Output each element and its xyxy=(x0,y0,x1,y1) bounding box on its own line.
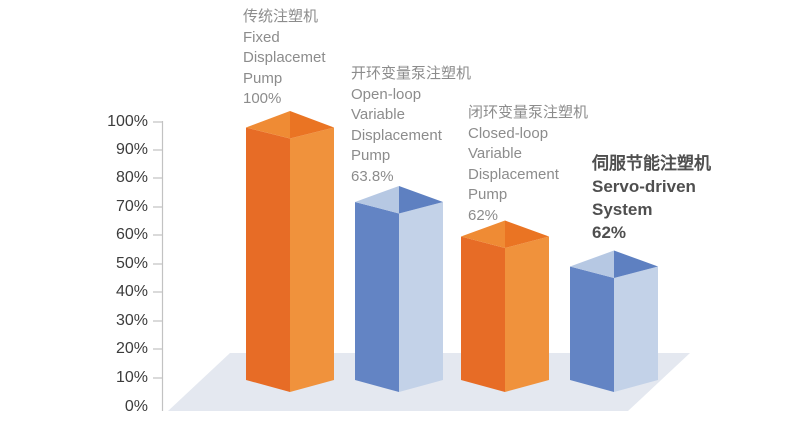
annotation-line: 开环变量泵注塑机 xyxy=(351,65,472,82)
bar-3-top-left-face xyxy=(461,220,505,248)
y-tick-label-20: 20% xyxy=(115,340,148,357)
y-tick-label-60: 60% xyxy=(115,226,148,243)
y-tick-label-80: 80% xyxy=(115,169,148,186)
bar-3-right-face xyxy=(505,236,549,392)
annotation-closed-loop-pump: 闭环变量泵注塑机 Closed-loop Variable Displaceme… xyxy=(468,103,588,226)
bar-1-top-right-face xyxy=(290,111,334,139)
annotation-value: 63.8% xyxy=(351,167,394,185)
bar-1-top-left-face xyxy=(246,111,290,139)
annotation-value: 62% xyxy=(592,223,627,242)
bar-1-right-face xyxy=(290,127,334,392)
y-tick-label-50: 50% xyxy=(115,255,148,272)
annotation-value: 100% xyxy=(243,90,282,107)
bar-2-right-face xyxy=(399,202,443,392)
annotation-line: System xyxy=(592,200,653,219)
annotation-line: Pump xyxy=(351,147,391,164)
annotation-fixed-displacement-pump: 传统注塑机 Fixed Displacemet Pump 100% xyxy=(243,7,326,110)
bar-fixed-displacement-pump xyxy=(246,111,334,392)
annotation-line: Open-loop xyxy=(351,85,422,103)
annotation-open-loop-pump: 开环变量泵注塑机 Open-loop Variable Displacement… xyxy=(351,64,471,187)
y-tick-label-40: 40% xyxy=(115,283,148,300)
annotation-line: 闭环变量泵注塑机 xyxy=(468,104,589,121)
y-tick-label-70: 70% xyxy=(115,198,148,215)
annotation-line: 伺服节能注塑机 xyxy=(592,154,711,173)
bar-4-top-right-face xyxy=(614,250,658,278)
bar-servo-driven-system xyxy=(570,250,658,392)
y-tick-label-10: 10% xyxy=(115,369,148,386)
bar-2-left-face xyxy=(355,202,399,392)
annotation-servo-driven-system: 伺服节能注塑机 Servo-driven System 62% xyxy=(592,152,711,244)
bar-2-top-right-face xyxy=(399,186,443,214)
annotation-line: Pump xyxy=(468,186,508,203)
y-tick-label-30: 30% xyxy=(115,312,148,329)
annotation-line: Displacement xyxy=(468,165,559,183)
annotation-line: Variable xyxy=(351,106,405,123)
y-axis xyxy=(153,121,164,411)
annotation-line: Displacemet xyxy=(243,49,326,66)
annotation-line: Displacement xyxy=(351,126,442,144)
annotation-line: 传统注塑机 xyxy=(243,8,319,25)
bar-4-top-left-face xyxy=(570,250,614,278)
y-tick-label-90: 90% xyxy=(115,141,148,158)
annotation-value: 62% xyxy=(468,206,499,224)
annotation-line: Servo-driven xyxy=(592,177,696,196)
annotation-line: Pump xyxy=(243,69,283,87)
bar-1-left-face xyxy=(246,127,290,392)
bar-4-right-face xyxy=(614,266,658,392)
y-tick-label-100: 100% xyxy=(107,113,148,130)
annotation-line: Closed-loop xyxy=(468,124,549,142)
bar-2-top-left-face xyxy=(355,186,399,214)
bar-3-top-right-face xyxy=(505,220,549,248)
bar-3-left-face xyxy=(461,236,505,392)
annotation-line: Fixed xyxy=(243,28,280,46)
bar-closed-loop-pump xyxy=(461,220,549,392)
bar-open-loop-pump xyxy=(355,186,443,392)
annotation-line: Variable xyxy=(468,145,522,162)
bar-4-left-face xyxy=(570,266,614,392)
y-tick-label-0: 0% xyxy=(124,398,148,415)
